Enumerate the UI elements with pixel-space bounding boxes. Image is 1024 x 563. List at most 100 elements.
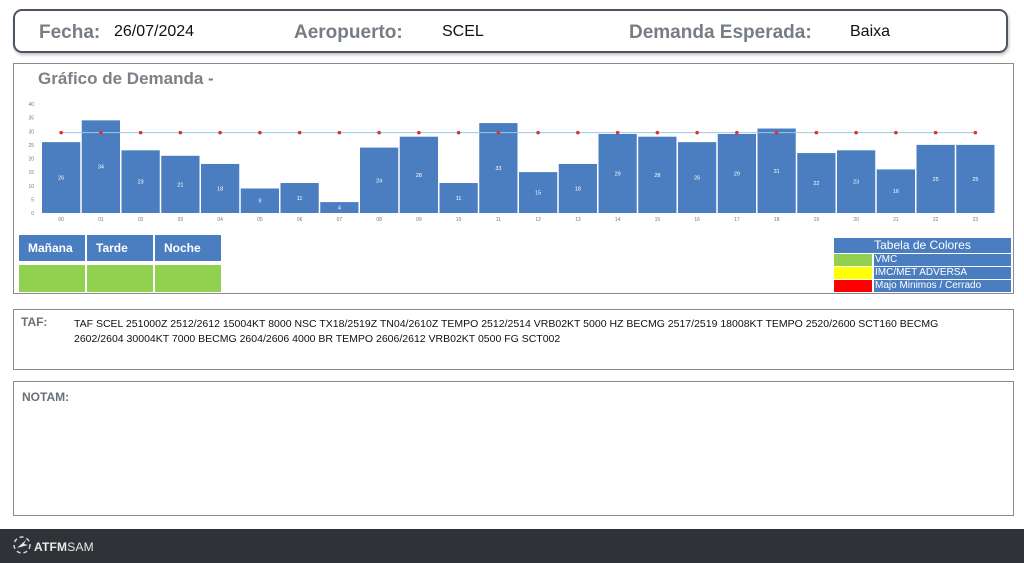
bar-value-label: 28 <box>416 173 422 179</box>
bar-value-label: 9 <box>258 199 261 205</box>
demand-bar <box>320 202 359 213</box>
capacity-marker <box>178 130 183 135</box>
bar-value-label: 29 <box>734 171 740 177</box>
aeropuerto-value: SCEL <box>442 23 484 40</box>
demand-bar <box>519 172 558 213</box>
x-tick-label: 17 <box>734 217 740 223</box>
x-tick-label: 14 <box>615 217 621 223</box>
shift-header-manana: Mañana <box>19 235 85 261</box>
y-tick-label: 0 <box>31 211 34 217</box>
color-legend-row-vmc: VMC <box>834 254 1011 266</box>
capacity-marker <box>297 130 302 135</box>
shift-status-tarde <box>87 265 153 292</box>
aeropuerto-label: Aeropuerto: <box>294 22 403 43</box>
bar-value-label: 4 <box>338 206 341 212</box>
capacity-marker <box>576 130 580 135</box>
y-tick-label: 15 <box>28 170 34 176</box>
x-tick-label: 21 <box>893 217 899 223</box>
x-tick-label: 20 <box>853 217 859 223</box>
bar-value-label: 11 <box>297 196 303 202</box>
x-tick-label: 15 <box>655 217 661 223</box>
y-tick-label: 35 <box>28 116 34 122</box>
capacity-marker <box>933 130 938 135</box>
capacity-marker <box>456 130 461 135</box>
demand-bar <box>956 144 995 213</box>
x-tick-label: 07 <box>337 217 343 223</box>
color-legend-label: VMC <box>874 254 1011 266</box>
demand-bar <box>399 136 438 213</box>
capacity-marker <box>496 130 501 135</box>
capacity-marker <box>59 130 63 135</box>
capacity-marker <box>218 130 222 135</box>
demand-bar <box>797 153 836 213</box>
fecha-value: 26/07/2024 <box>114 23 195 40</box>
bar-value-label: 11 <box>456 196 462 202</box>
demand-bar <box>240 188 279 213</box>
y-tick-label: 5 <box>31 197 34 203</box>
demand-bar <box>678 142 717 213</box>
x-tick-label: 05 <box>257 217 263 223</box>
bar-value-label: 34 <box>98 165 104 171</box>
x-tick-label: 01 <box>98 217 104 223</box>
y-tick-label: 40 <box>28 102 34 108</box>
bar-value-label: 22 <box>813 181 819 187</box>
header-bar: Fecha: 26/07/2024 Aeropuerto: SCEL Deman… <box>13 9 1008 53</box>
x-tick-label: 04 <box>217 217 223 223</box>
demand-bar <box>42 142 81 213</box>
bar-value-label: 18 <box>217 186 223 192</box>
capacity-marker <box>377 130 381 135</box>
x-tick-label: 00 <box>58 217 64 223</box>
x-tick-label: 23 <box>973 217 979 223</box>
x-tick-label: 06 <box>297 217 303 223</box>
bar-value-label: 31 <box>774 169 780 175</box>
demanda-value: Baixa <box>850 23 891 40</box>
capacity-marker <box>735 130 739 135</box>
capacity-marker <box>138 130 143 135</box>
color-swatch-green <box>834 254 872 266</box>
bar-value-label: 24 <box>376 178 382 184</box>
logo-text-thin: SAM <box>67 540 94 554</box>
x-tick-label: 09 <box>416 217 422 223</box>
demand-bar <box>479 123 518 213</box>
color-legend-row-imc: IMC/MET ADVERSA <box>834 267 1011 279</box>
demanda-label: Demanda Esperada: <box>629 22 812 43</box>
capacity-marker <box>337 130 342 135</box>
bar-value-label: 18 <box>575 186 581 192</box>
demand-bar <box>916 144 955 213</box>
y-tick-label: 30 <box>28 129 34 135</box>
demand-bar <box>876 169 915 213</box>
color-legend-label: Majo Minimos / Cerrado <box>874 280 1011 292</box>
y-tick-label: 20 <box>28 157 34 163</box>
demand-bar <box>598 133 637 213</box>
shift-header-noche: Noche <box>155 235 221 261</box>
shift-status-manana <box>19 265 85 292</box>
color-swatch-red <box>834 280 872 292</box>
capacity-marker <box>99 130 103 135</box>
demand-bar-chart: 0510152025303540260034012302210318049051… <box>28 102 995 223</box>
capacity-marker <box>774 130 779 135</box>
capacity-marker <box>615 130 620 135</box>
bar-value-label: 15 <box>535 191 541 197</box>
capacity-marker <box>417 130 421 135</box>
demand-bar <box>558 163 597 213</box>
bar-value-label: 28 <box>654 173 660 179</box>
demand-bar <box>757 128 796 213</box>
x-tick-label: 12 <box>535 217 541 223</box>
capacity-marker <box>655 130 660 135</box>
bar-value-label: 25 <box>933 177 939 183</box>
x-tick-label: 08 <box>376 217 382 223</box>
color-legend-label: IMC/MET ADVERSA <box>874 267 1011 279</box>
atfm-logo-icon <box>13 536 31 554</box>
bar-value-label: 26 <box>58 176 64 182</box>
taf-label: TAF: <box>21 315 48 329</box>
taf-panel: TAF: TAF SCEL 251000Z 2512/2612 15004KT … <box>13 309 1014 370</box>
atfm-logo-text: ATFMSAM <box>34 540 94 554</box>
demand-bar <box>201 163 240 213</box>
capacity-marker <box>854 130 858 135</box>
demand-bar <box>81 120 120 213</box>
demand-bar <box>638 136 677 213</box>
shift-header-tarde: Tarde <box>87 235 153 261</box>
demand-bar <box>280 183 319 213</box>
demand-bar <box>717 133 756 213</box>
bar-value-label: 33 <box>495 166 501 172</box>
